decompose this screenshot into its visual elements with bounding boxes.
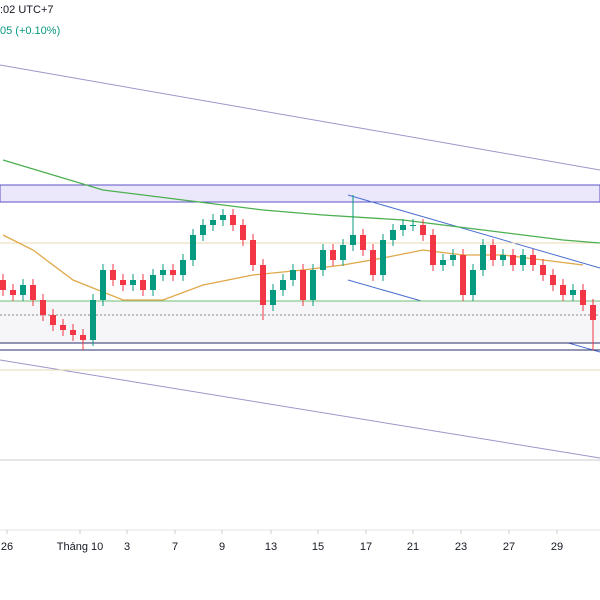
candle-body xyxy=(380,240,386,275)
candle-body xyxy=(210,220,216,225)
candle-body xyxy=(200,225,206,235)
candle-body xyxy=(330,250,336,260)
candle-body xyxy=(520,255,526,265)
candle-body xyxy=(570,290,576,295)
candle-body xyxy=(130,280,136,285)
candle-body xyxy=(150,275,156,290)
candle-body xyxy=(50,315,56,325)
candle-body xyxy=(270,290,276,305)
candle-body xyxy=(360,235,366,250)
candle-body xyxy=(300,270,306,300)
candle-body xyxy=(310,270,316,300)
candle-body xyxy=(590,305,596,320)
candle-body xyxy=(540,265,546,275)
x-tick-label: 7 xyxy=(172,541,178,553)
candle-body xyxy=(480,245,486,270)
candle-body xyxy=(290,270,296,280)
header-time: :02 UTC+7 xyxy=(0,4,54,16)
candle-body xyxy=(20,285,26,295)
candle-body xyxy=(370,250,376,275)
x-tick-label: 27 xyxy=(503,541,515,553)
candle-body xyxy=(10,290,16,295)
candle-body xyxy=(90,300,96,340)
candle-body xyxy=(110,270,116,280)
candle-body xyxy=(500,255,506,260)
x-tick-label: 3 xyxy=(124,541,130,553)
candle-body xyxy=(170,270,176,275)
candle-body xyxy=(140,280,146,290)
candle-body xyxy=(100,270,106,300)
header-change: 05 (+0.10%) xyxy=(0,25,60,37)
candle-body xyxy=(350,235,356,245)
candle-body xyxy=(490,245,496,260)
candle-body xyxy=(420,225,426,235)
candle-body xyxy=(410,225,416,226)
candle-body xyxy=(180,260,186,275)
zone xyxy=(0,184,600,203)
candle-body xyxy=(550,275,556,285)
candle-body xyxy=(160,270,166,275)
candle-body xyxy=(60,325,66,330)
candle-body xyxy=(440,260,446,265)
range xyxy=(0,301,600,343)
candle-body xyxy=(390,230,396,240)
candle-body xyxy=(340,245,346,260)
candle-body xyxy=(30,285,36,300)
candle-body xyxy=(40,300,46,315)
candle-body xyxy=(450,255,456,260)
x-tick-label: 13 xyxy=(265,541,277,553)
candle-body xyxy=(460,255,466,295)
x-tick-label: 15 xyxy=(312,541,324,553)
x-tick-label: 21 xyxy=(407,541,419,553)
x-tick-label: 23 xyxy=(455,541,467,553)
candle-body xyxy=(580,290,586,305)
candle-body xyxy=(190,235,196,260)
x-tick-label: 17 xyxy=(360,541,372,553)
channel-line xyxy=(0,64,600,171)
x-tick-label: 29 xyxy=(551,541,563,553)
trend-line xyxy=(347,194,600,269)
candle-body xyxy=(80,335,86,340)
candle-body xyxy=(510,255,516,265)
candle-body xyxy=(260,265,266,305)
x-tick-label: 26 xyxy=(1,541,13,553)
candle-body xyxy=(120,280,126,285)
candle-body xyxy=(400,225,406,230)
candle-body xyxy=(470,270,476,295)
candle-body xyxy=(280,280,286,290)
candle-body xyxy=(0,280,6,290)
candle-body xyxy=(230,215,236,225)
x-tick-label: 9 xyxy=(219,541,225,553)
candle-body xyxy=(240,225,246,240)
x-tick-label: Tháng 10 xyxy=(57,541,103,553)
candle-body xyxy=(560,285,566,295)
candle-body xyxy=(430,235,436,265)
candle-body xyxy=(250,240,256,265)
candle-body xyxy=(220,215,226,220)
moving-average xyxy=(2,159,600,244)
candle-body xyxy=(70,330,76,335)
channel-line xyxy=(0,359,600,459)
candle-body xyxy=(530,255,536,265)
candle-body xyxy=(320,250,326,270)
